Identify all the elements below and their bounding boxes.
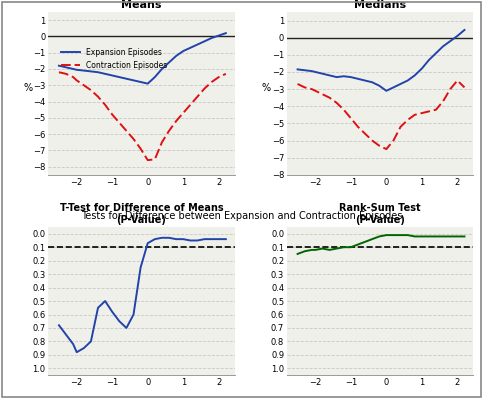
Contraction Episodes <box>95 94 101 99</box>
Expansion Episodes <box>216 33 222 38</box>
Expansion Episodes <box>187 45 193 50</box>
Expansion Episodes <box>70 67 76 71</box>
Contraction Episodes <box>138 146 143 151</box>
Title: Medians: Medians <box>354 0 406 10</box>
Contraction Episodes <box>166 128 172 133</box>
Expansion Episodes <box>63 65 69 70</box>
Expansion Episodes <box>166 60 172 65</box>
Y-axis label: %: % <box>23 83 32 93</box>
Contraction Episodes <box>88 88 94 93</box>
Contraction Episodes <box>109 112 115 117</box>
Title: T-Test for Difference of Means
(P-Value): T-Test for Difference of Means (P-Value) <box>60 203 223 225</box>
Expansion Episodes <box>109 73 115 78</box>
Contraction Episodes <box>145 158 151 162</box>
Contraction Episodes <box>130 136 136 141</box>
Contraction Episodes <box>152 157 158 162</box>
Expansion Episodes <box>116 75 122 79</box>
Expansion Episodes <box>124 76 129 81</box>
Expansion Episodes <box>138 79 143 84</box>
Text: Tests for Difference between Expansion and Contraction Episodes: Tests for Difference between Expansion a… <box>81 211 402 221</box>
Contraction Episodes <box>63 71 69 76</box>
Contraction Episodes <box>201 86 207 91</box>
Expansion Episodes <box>195 42 200 47</box>
Expansion Episodes <box>159 67 165 71</box>
Title: Rank-Sum Test
(P-Value): Rank-Sum Test (P-Value) <box>340 203 421 225</box>
Expansion Episodes <box>130 78 136 83</box>
Expansion Episodes <box>95 70 101 75</box>
Contraction Episodes <box>116 120 122 125</box>
Contraction Episodes <box>223 71 229 76</box>
Y-axis label: %: % <box>262 83 271 93</box>
Legend: Expansion Episodes, Contraction Episodes: Expansion Episodes, Contraction Episodes <box>57 45 170 73</box>
Contraction Episodes <box>159 140 165 144</box>
Contraction Episodes <box>81 83 87 88</box>
Expansion Episodes <box>209 36 214 40</box>
Expansion Episodes <box>223 31 229 36</box>
Expansion Episodes <box>81 68 87 73</box>
Expansion Episodes <box>56 63 62 68</box>
Contraction Episodes <box>173 119 179 123</box>
Contraction Episodes <box>187 103 193 107</box>
Expansion Episodes <box>102 71 108 76</box>
Expansion Episodes <box>173 53 179 58</box>
Contraction Episodes <box>74 78 80 83</box>
Line: Contraction Episodes: Contraction Episodes <box>59 72 226 160</box>
Expansion Episodes <box>201 39 207 43</box>
Expansion Episodes <box>180 49 186 53</box>
Contraction Episodes <box>124 128 129 133</box>
Contraction Episodes <box>209 79 214 84</box>
Contraction Episodes <box>180 111 186 115</box>
Contraction Episodes <box>56 70 62 75</box>
Expansion Episodes <box>88 69 94 74</box>
Expansion Episodes <box>145 81 151 86</box>
Line: Expansion Episodes: Expansion Episodes <box>59 33 226 84</box>
Expansion Episodes <box>152 75 158 79</box>
Title: Means: Means <box>121 0 162 10</box>
Expansion Episodes <box>74 67 80 72</box>
Contraction Episodes <box>102 103 108 107</box>
Contraction Episodes <box>216 75 222 79</box>
Contraction Episodes <box>70 75 76 79</box>
Contraction Episodes <box>195 94 200 99</box>
